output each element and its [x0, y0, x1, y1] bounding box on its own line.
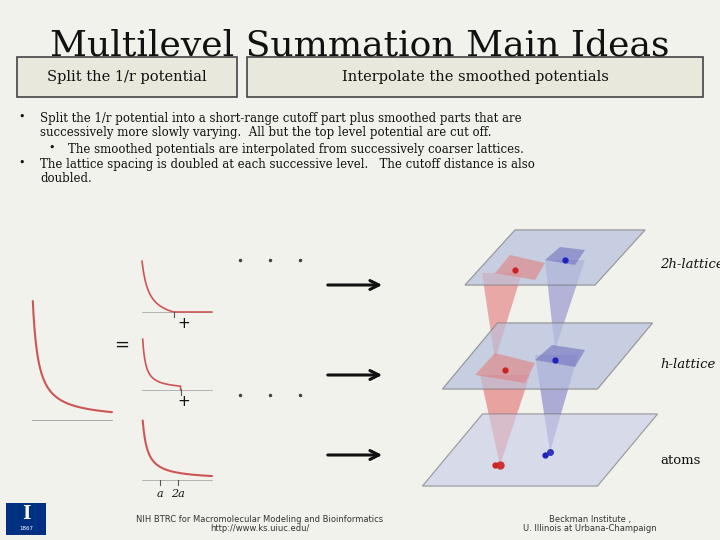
Polygon shape: [535, 345, 585, 367]
Polygon shape: [443, 323, 652, 389]
Text: atoms: atoms: [660, 454, 701, 467]
Polygon shape: [475, 353, 535, 383]
FancyBboxPatch shape: [247, 57, 703, 97]
Text: successively more slowly varying.  All but the top level potential are cut off.: successively more slowly varying. All bu…: [40, 126, 492, 139]
Polygon shape: [423, 414, 657, 486]
Polygon shape: [465, 230, 645, 285]
Polygon shape: [535, 355, 578, 452]
Polygon shape: [423, 414, 657, 486]
Polygon shape: [480, 375, 530, 465]
Text: •: •: [18, 158, 24, 168]
Text: doubled.: doubled.: [40, 172, 91, 185]
Text: The smoothed potentials are interpolated from successively coarser lattices.: The smoothed potentials are interpolated…: [68, 143, 524, 156]
Text: 2h-lattice: 2h-lattice: [660, 259, 720, 272]
Text: h-lattice: h-lattice: [660, 359, 716, 372]
Text: a: a: [156, 489, 163, 499]
Text: Split the 1/r potential into a short-range cutoff part plus smoothed parts that : Split the 1/r potential into a short-ran…: [40, 112, 521, 125]
FancyBboxPatch shape: [17, 57, 237, 97]
Text: +: +: [178, 316, 190, 332]
Text: I: I: [22, 505, 30, 523]
Text: =: =: [114, 336, 130, 354]
Polygon shape: [482, 273, 522, 360]
Text: Interpolate the smoothed potentials: Interpolate the smoothed potentials: [341, 70, 608, 84]
Text: http://www.ks.uiuc.edu/: http://www.ks.uiuc.edu/: [210, 524, 310, 533]
Polygon shape: [443, 323, 652, 389]
Text: The lattice spacing is doubled at each successive level.   The cutoff distance i: The lattice spacing is doubled at each s…: [40, 158, 535, 171]
Text: 1867: 1867: [19, 525, 33, 530]
Text: Beckman Institute ,: Beckman Institute ,: [549, 515, 631, 524]
Polygon shape: [465, 230, 645, 285]
Text: U. Illinois at Urbana-Champaign: U. Illinois at Urbana-Champaign: [523, 524, 657, 533]
Text: •: •: [48, 143, 55, 153]
Text: Split the 1/r potential: Split the 1/r potential: [48, 70, 207, 84]
Text: +: +: [178, 395, 190, 409]
FancyBboxPatch shape: [6, 503, 46, 535]
Text: •: •: [18, 112, 24, 122]
Polygon shape: [495, 255, 545, 280]
Text: 2a: 2a: [171, 489, 185, 499]
Text: NIH BTRC for Macromolecular Modeling and Bioinformatics: NIH BTRC for Macromolecular Modeling and…: [136, 515, 384, 524]
Polygon shape: [545, 247, 585, 265]
Text: Multilevel Summation Main Ideas: Multilevel Summation Main Ideas: [50, 28, 670, 62]
Polygon shape: [545, 260, 585, 350]
